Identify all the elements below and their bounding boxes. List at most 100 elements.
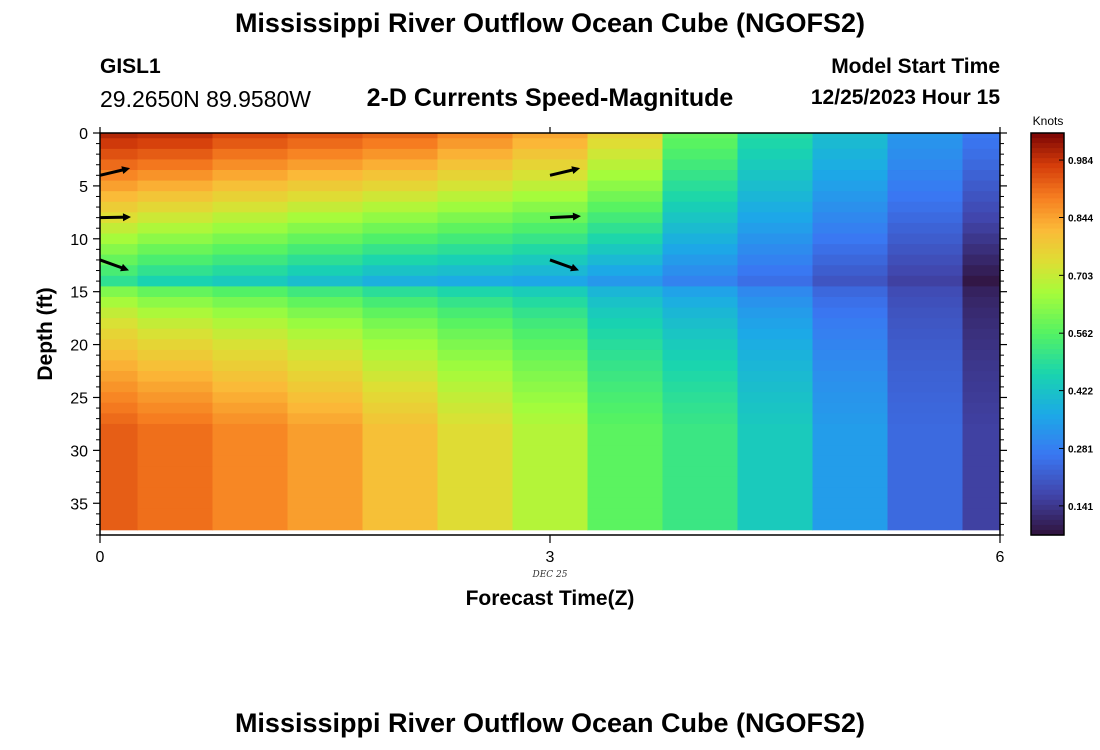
heatmap-cell xyxy=(437,222,514,235)
heatmap-cell xyxy=(737,381,814,393)
colorbar-swatch xyxy=(1031,444,1064,451)
colorbar-label: Knots xyxy=(1033,114,1064,128)
heatmap-cell xyxy=(962,201,1000,213)
heatmap-cell xyxy=(100,318,139,330)
colorbar-swatch xyxy=(1031,193,1064,199)
heatmap-cell xyxy=(137,392,214,404)
heatmap-cell xyxy=(100,466,139,478)
heatmap-cell xyxy=(287,466,364,478)
heatmap-cell xyxy=(662,159,739,171)
heatmap-cell xyxy=(512,180,589,192)
heatmap-cell xyxy=(137,307,214,319)
colorbar-swatch xyxy=(1031,449,1064,456)
heatmap-cell xyxy=(362,423,439,436)
heatmap-cell xyxy=(737,244,814,256)
heatmap-cell xyxy=(100,265,139,277)
heatmap-cell xyxy=(287,191,364,203)
heatmap-cell xyxy=(962,191,1000,203)
heatmap-cell xyxy=(962,254,1000,266)
heatmap-cell xyxy=(212,519,289,531)
heatmap-cell xyxy=(887,307,964,319)
heatmap-cell xyxy=(362,455,439,467)
heatmap-cell xyxy=(587,233,664,245)
heatmap-cell xyxy=(437,265,514,277)
colorbar-swatch xyxy=(1031,263,1064,270)
colorbar-swatch xyxy=(1031,469,1064,476)
heatmap-cell xyxy=(737,265,814,277)
heatmap-cell xyxy=(887,265,964,277)
colorbar-swatch xyxy=(1031,374,1064,380)
heatmap-cell xyxy=(212,487,289,499)
heatmap-cell xyxy=(812,519,889,531)
heatmap-cell xyxy=(137,413,214,425)
heatmap-cell xyxy=(587,244,664,256)
heatmap-cell xyxy=(887,201,964,213)
heatmap-cell xyxy=(212,296,289,309)
colorbar-legend: 0.984 0.844 0.703 0.562 0.422 0.281 0.141 xyxy=(1030,132,1093,536)
heatmap-cell xyxy=(737,133,814,139)
heatmap-cell xyxy=(362,381,439,393)
heatmap-cell xyxy=(587,133,664,139)
heatmap-cell xyxy=(287,138,364,150)
heatmap-cell xyxy=(100,381,139,393)
heatmap-cell xyxy=(512,133,589,139)
heatmap-cell xyxy=(212,133,289,139)
y-tick-label: 0 xyxy=(79,126,88,143)
heatmap-cell xyxy=(212,466,289,478)
colorbar-swatch xyxy=(1031,404,1064,410)
heatmap-cell xyxy=(662,244,739,256)
colorbar-tick-label: 0.703 xyxy=(1068,271,1093,282)
colorbar-swatch xyxy=(1031,369,1064,375)
colorbar-swatch xyxy=(1031,143,1064,149)
arrow-head xyxy=(120,263,129,272)
heatmap-cell xyxy=(887,222,964,235)
heatmap-cell xyxy=(212,445,289,457)
colorbar-swatch xyxy=(1031,399,1064,405)
heatmap-cell xyxy=(512,466,589,478)
heatmap-cell xyxy=(100,254,139,266)
y-tick-label: 30 xyxy=(70,443,88,460)
heatmap-cell xyxy=(887,487,964,499)
heatmap-cell xyxy=(662,487,739,499)
heatmap-cells xyxy=(100,133,1000,531)
model-start-time-label: Model Start Time xyxy=(831,55,1000,78)
heatmap-cell xyxy=(437,159,514,171)
heatmap-cell xyxy=(137,487,214,499)
heatmap-cell xyxy=(287,519,364,531)
heatmap-cell xyxy=(137,328,214,340)
heatmap-cell xyxy=(812,180,889,192)
heatmap-cell xyxy=(587,180,664,192)
heatmap-cell xyxy=(662,455,739,467)
heatmap-cell xyxy=(962,244,1000,256)
heatmap-cell xyxy=(587,371,664,383)
heatmap-cell xyxy=(437,275,514,287)
heatmap-cell xyxy=(100,349,139,362)
heatmap-cell xyxy=(737,159,814,171)
heatmap-cell xyxy=(212,455,289,467)
heatmap-cell xyxy=(100,392,139,404)
heatmap-cell xyxy=(887,159,964,171)
heatmap-cell xyxy=(812,487,889,499)
heatmap-cell xyxy=(137,133,214,139)
colorbar-swatch xyxy=(1031,243,1064,250)
heatmap-cell xyxy=(812,275,889,287)
heatmap-cell xyxy=(962,275,1000,287)
heatmap-cell xyxy=(587,159,664,171)
heatmap-cell xyxy=(662,434,739,446)
heatmap-cell xyxy=(512,445,589,457)
heatmap-cell xyxy=(737,148,814,161)
colorbar-tick-label: 0.281 xyxy=(1068,444,1093,455)
colorbar-swatch xyxy=(1031,273,1064,280)
heatmap-cell xyxy=(437,487,514,499)
current-arrow xyxy=(99,258,129,272)
heatmap-cell xyxy=(362,265,439,277)
colorbar-swatch xyxy=(1031,213,1064,220)
heatmap-cell xyxy=(662,233,739,245)
heatmap-cell xyxy=(887,244,964,256)
heatmap-cell xyxy=(962,180,1000,192)
heatmap-cell xyxy=(362,201,439,213)
heatmap-cell xyxy=(212,222,289,235)
heatmap-cell xyxy=(137,191,214,203)
heatmap-cell xyxy=(737,328,814,340)
heatmap-cell xyxy=(737,371,814,383)
